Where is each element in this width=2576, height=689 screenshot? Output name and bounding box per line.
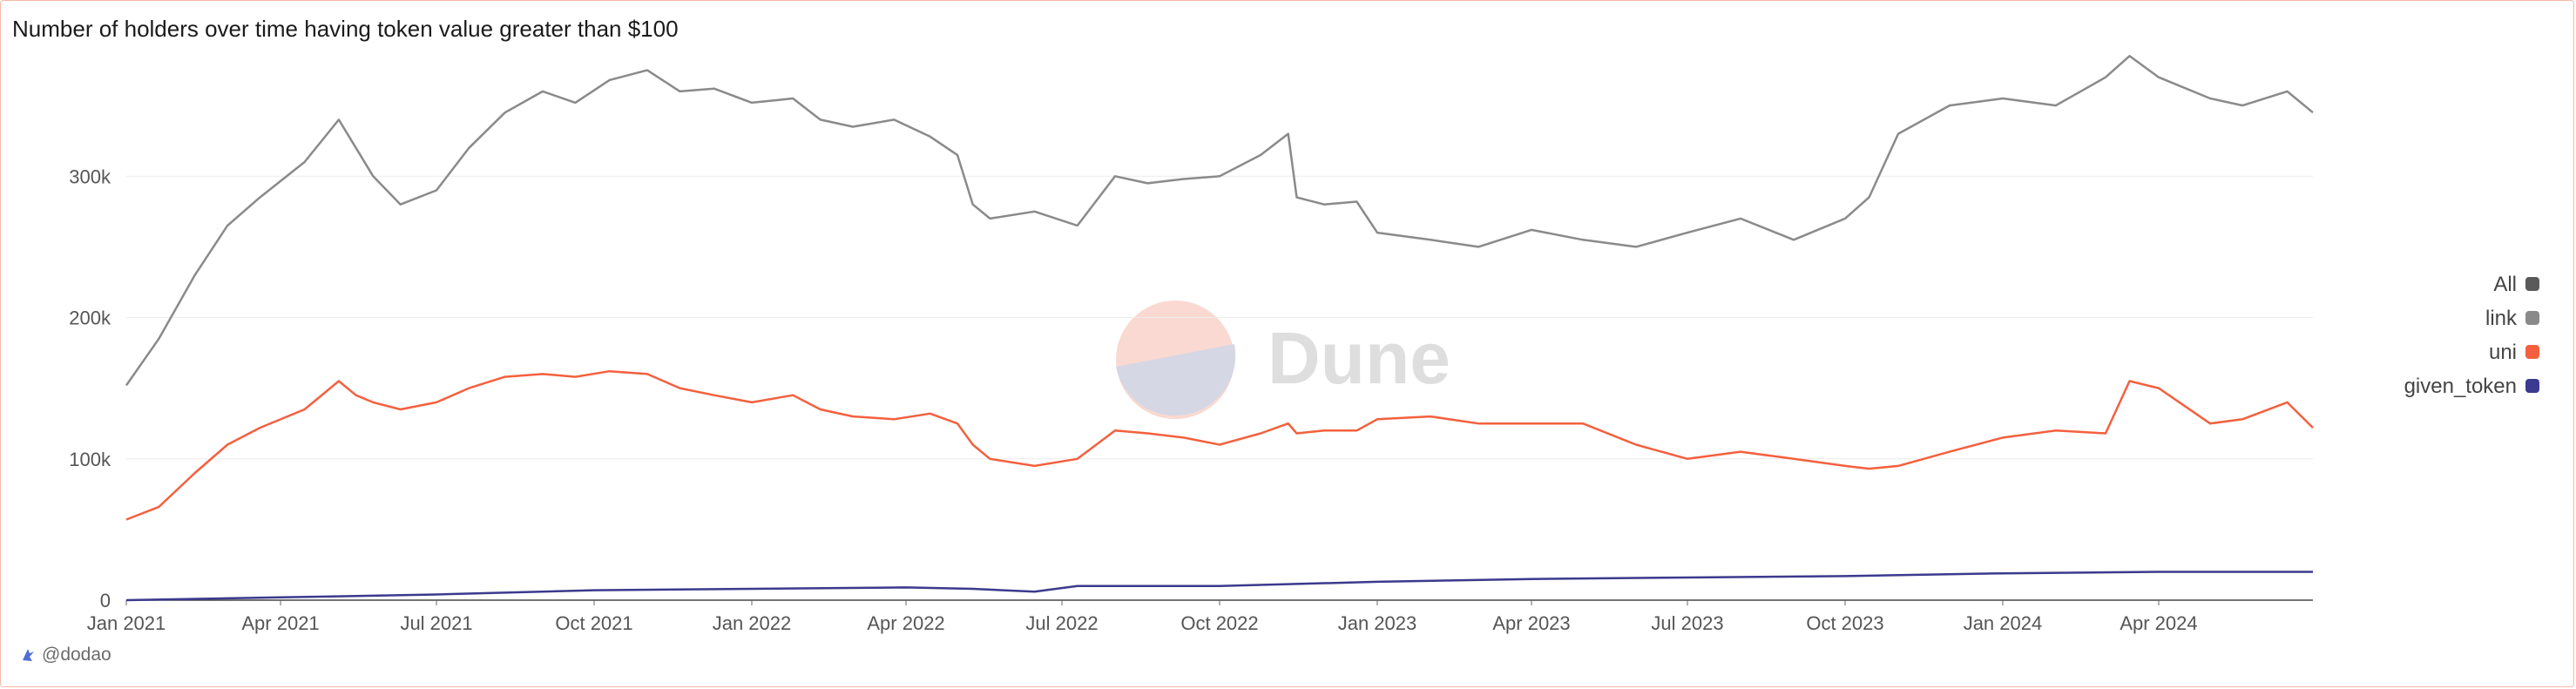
x-tick-label: Oct 2021 bbox=[555, 612, 632, 634]
legend-swatch-given-token bbox=[2525, 379, 2539, 393]
watermark-text: Dune bbox=[1268, 317, 1450, 399]
x-tick-label: Oct 2023 bbox=[1806, 612, 1883, 634]
x-tick-label: Jan 2021 bbox=[87, 612, 166, 634]
x-tick-label: Apr 2023 bbox=[1492, 612, 1570, 634]
x-tick-label: Jul 2022 bbox=[1025, 612, 1098, 634]
y-tick-label: 300k bbox=[69, 165, 112, 187]
series-line-uni bbox=[125, 369, 2314, 521]
y-tick-label: 200k bbox=[69, 307, 112, 329]
y-tick-label: 0 bbox=[100, 590, 111, 611]
x-tick-label: Apr 2024 bbox=[2120, 612, 2197, 634]
legend-swatch-link bbox=[2525, 311, 2539, 325]
x-tick-label: Oct 2022 bbox=[1180, 612, 1258, 634]
x-tick-label: Jan 2024 bbox=[1964, 612, 2043, 634]
author-logo-icon bbox=[23, 649, 34, 661]
chart-title: Number of holders over time having token… bbox=[12, 16, 679, 42]
series-line-link bbox=[125, 55, 2314, 387]
footer: @dodao bbox=[19, 645, 112, 665]
legend-label-All: All bbox=[2493, 273, 2517, 296]
series-line-given-token bbox=[125, 571, 2313, 602]
y-tick-label: 100k bbox=[69, 449, 112, 470]
x-tick-label: Apr 2022 bbox=[867, 612, 944, 634]
legend-swatch-All bbox=[2525, 277, 2539, 291]
legend-label-link: link bbox=[2485, 307, 2518, 330]
watermark-logo-shade bbox=[1116, 344, 1236, 416]
x-tick-label: Jul 2023 bbox=[1651, 612, 1723, 634]
x-tick-label: Jan 2022 bbox=[713, 612, 792, 634]
legend-swatch-uni bbox=[2525, 345, 2539, 359]
x-tick-label: Jan 2023 bbox=[1338, 612, 1417, 634]
author-handle: @dodao bbox=[42, 645, 112, 665]
x-tick-label: Apr 2021 bbox=[241, 612, 319, 634]
legend-label-uni: uni bbox=[2489, 341, 2517, 364]
x-tick-label: Jul 2021 bbox=[400, 612, 472, 634]
legend-label-given-token: given_token bbox=[2404, 375, 2517, 398]
